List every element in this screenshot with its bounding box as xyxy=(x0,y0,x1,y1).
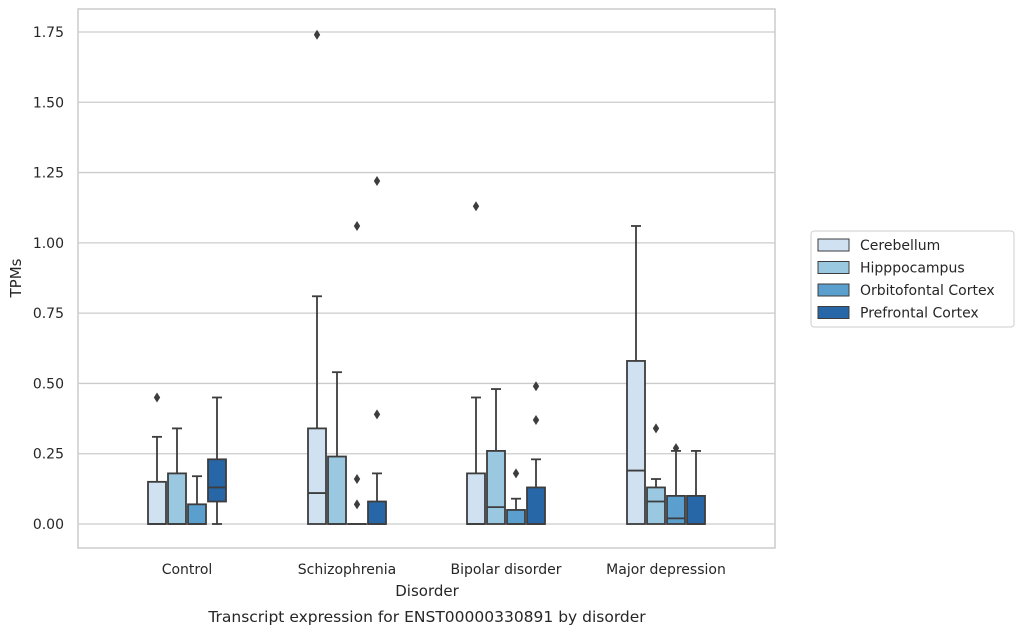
x-tick-labels: Control Schizophrenia Bipolar disorder Majo… xyxy=(162,562,726,578)
box-body xyxy=(486,450,506,525)
box-body xyxy=(466,472,486,525)
x-tick-label: Control xyxy=(162,562,213,578)
box-orbitofontal-cortex xyxy=(347,220,367,525)
box-body xyxy=(187,503,207,525)
outlier-marker xyxy=(532,414,540,425)
outlier-marker xyxy=(153,392,161,403)
plot-frame xyxy=(77,8,776,549)
legend-label: Orbitofontal Cortex xyxy=(860,283,995,299)
x-tick-label: Schizophrenia xyxy=(298,562,396,578)
box-body xyxy=(167,472,187,525)
legend-swatch xyxy=(817,261,850,274)
legend-label: Hipppocampus xyxy=(860,261,965,277)
y-tick-label: 1.00 xyxy=(33,236,64,252)
box-body xyxy=(327,455,347,525)
box-body xyxy=(506,509,526,525)
legend-swatch xyxy=(817,306,850,319)
outlier-marker xyxy=(512,468,520,479)
y-tick-label: 0.25 xyxy=(33,447,64,463)
y-tick-label: 0.00 xyxy=(33,517,64,533)
x-axis-label: Disorder xyxy=(395,582,459,600)
box-cerebellum xyxy=(626,225,646,525)
box-prefrontal-cortex xyxy=(526,381,546,525)
box-hipppocampus xyxy=(646,423,666,525)
box-body xyxy=(147,480,167,525)
box-body xyxy=(207,458,227,503)
outlier-marker xyxy=(532,381,540,392)
outlier-marker xyxy=(373,409,381,420)
box-body xyxy=(686,494,706,525)
box-orbitofontal-cortex xyxy=(666,443,686,525)
y-tick-label: 0.75 xyxy=(33,306,64,322)
box-prefrontal-cortex xyxy=(367,176,387,525)
box-body xyxy=(646,486,666,525)
outlier-marker xyxy=(313,29,321,40)
box-body xyxy=(307,427,327,525)
x-tick-label: Major depression xyxy=(606,562,726,578)
box-orbitofontal-cortex xyxy=(187,475,207,525)
box-hipppocampus xyxy=(486,388,506,525)
box-cerebellum xyxy=(147,392,167,525)
legend-swatch xyxy=(817,283,850,297)
y-tick-label: 0.50 xyxy=(33,376,64,392)
y-tick-label: 1.50 xyxy=(33,95,64,111)
boxes xyxy=(147,29,706,525)
box-body xyxy=(626,360,646,525)
y-tick-labels: 0.00 0.25 0.50 0.75 1.00 1.25 1.50 1.75 xyxy=(33,25,64,533)
box-body xyxy=(367,500,387,525)
legend-label: Cerebellum xyxy=(860,238,940,254)
outlier-marker xyxy=(353,474,361,485)
y-tick-label: 1.75 xyxy=(33,25,64,41)
box-prefrontal-cortex xyxy=(686,450,706,525)
box-cerebellum xyxy=(466,201,486,525)
outlier-marker xyxy=(373,176,381,187)
outlier-marker xyxy=(472,201,480,212)
box-hipppocampus xyxy=(327,371,347,525)
y-axis-label: TPMs xyxy=(7,258,25,298)
chart-caption: Transcript expression for ENST0000033089… xyxy=(207,608,646,626)
box-prefrontal-cortex xyxy=(207,396,227,525)
box-body xyxy=(666,494,686,525)
box-cerebellum xyxy=(307,29,327,525)
outlier-marker xyxy=(652,423,660,434)
outlier-marker xyxy=(353,499,361,510)
outlier-marker xyxy=(672,443,680,454)
legend-frame xyxy=(810,230,1015,328)
outlier-marker xyxy=(353,220,361,231)
box-orbitofontal-cortex xyxy=(506,468,526,525)
legend-swatch xyxy=(817,238,850,252)
legend: Cerebellum Hipppocampus Orbitofontal Corte… xyxy=(810,230,1015,328)
x-tick-label: Bipolar disorder xyxy=(450,562,561,578)
y-tick-label: 1.25 xyxy=(33,166,64,182)
box-body xyxy=(526,486,546,525)
legend-label: Prefrontal Cortex xyxy=(860,306,979,322)
box-hipppocampus xyxy=(167,427,187,525)
